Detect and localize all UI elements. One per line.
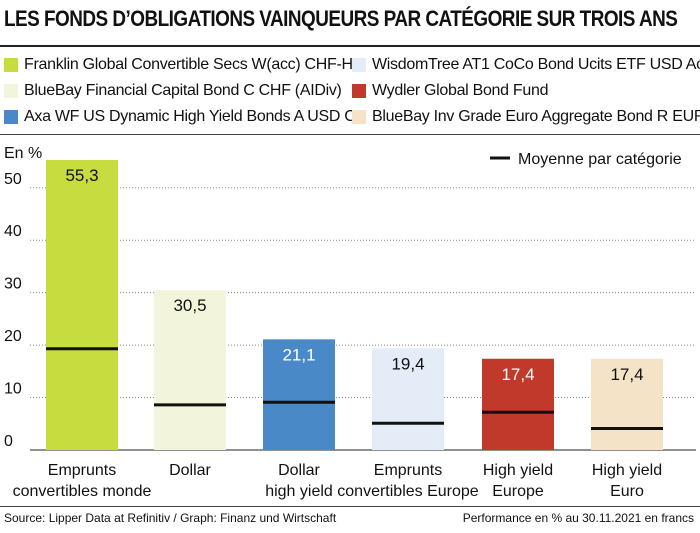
y-axis-label: En % xyxy=(4,145,42,162)
legend-label: WisdomTree AT1 CoCo Bond Ucits ETF USD A… xyxy=(372,56,700,73)
legend-swatch xyxy=(4,84,18,98)
category-label: convertibles Europe xyxy=(337,483,479,500)
category-label: Dollar xyxy=(278,462,320,479)
legend-label: Wydler Global Bond Fund xyxy=(372,82,549,99)
legend-label: Franklin Global Convertible Secs W(acc) … xyxy=(24,56,362,73)
category-label: high yield xyxy=(265,483,333,500)
y-tick-label: 40 xyxy=(4,223,22,240)
legend-item-wydler: Wydler Global Bond Fund xyxy=(352,80,548,102)
y-tick-label: 50 xyxy=(4,171,22,188)
source-note: Source: Lipper Data at Refinitiv / Graph… xyxy=(4,511,337,525)
category-label: Emprunts xyxy=(48,462,116,479)
category-label: High yield xyxy=(483,462,553,479)
category-label: Euro xyxy=(610,483,644,500)
legend-label: Axa WF US Dynamic High Yield Bonds A USD… xyxy=(24,108,356,125)
data-label: 19,4 xyxy=(391,354,424,373)
data-label: 21,1 xyxy=(282,345,315,364)
legend-swatch xyxy=(352,84,366,98)
bar xyxy=(46,160,118,450)
y-tick-label: 0 xyxy=(4,433,13,450)
bar xyxy=(591,358,663,450)
bar xyxy=(372,348,444,450)
category-label: Dollar xyxy=(169,462,211,479)
y-tick-label: 30 xyxy=(4,276,22,293)
legend-label: BlueBay Financial Capital Bond C CHF (AI… xyxy=(24,82,342,99)
legend-label: BlueBay Inv Grade Euro Aggregate Bond R … xyxy=(372,108,700,125)
data-label: 55,3 xyxy=(65,166,98,185)
performance-note: Performance en % au 30.11.2021 en francs xyxy=(462,511,694,525)
footer-divider xyxy=(0,506,700,507)
bar xyxy=(263,339,335,450)
data-label: 17,4 xyxy=(610,365,643,384)
y-tick-label: 20 xyxy=(4,328,22,345)
bar xyxy=(154,290,226,450)
legend-divider xyxy=(0,134,700,135)
average-legend-label: Moyenne par catégorie xyxy=(518,151,682,168)
category-label: Emprunts xyxy=(374,462,442,479)
average-legend: Moyenne par catégorie xyxy=(490,151,682,168)
chart-title: LES FONDS D’OBLIGATIONS VAINQUEURS PAR C… xyxy=(4,6,678,31)
legend-item-bluebay-euro: BlueBay Inv Grade Euro Aggregate Bond R … xyxy=(352,106,700,128)
legend-swatch xyxy=(352,110,366,124)
category-label: High yield xyxy=(592,462,662,479)
legend-swatch xyxy=(4,110,18,124)
legend-item-wisdomtree: WisdomTree AT1 CoCo Bond Ucits ETF USD A… xyxy=(352,54,700,76)
legend-swatch xyxy=(4,58,18,72)
legend-swatch xyxy=(352,58,366,72)
data-label: 17,4 xyxy=(501,365,534,384)
y-tick-label: 10 xyxy=(4,381,22,398)
legend-item-franklin: Franklin Global Convertible Secs W(acc) … xyxy=(4,54,362,76)
data-label: 30,5 xyxy=(173,296,206,315)
chart-canvas: En % Moyenne par catégorie 0 10 20 30 40 50 5… xyxy=(4,145,696,500)
chart: En % Moyenne par catégorie 0 10 20 30 40 50 5… xyxy=(0,138,700,506)
legend-item-axa: Axa WF US Dynamic High Yield Bonds A USD… xyxy=(4,106,356,128)
title-divider xyxy=(0,45,700,47)
category-label: Europe xyxy=(492,483,544,500)
legend-item-bluebay-financial: BlueBay Financial Capital Bond C CHF (AI… xyxy=(4,80,342,102)
bar xyxy=(482,358,554,450)
category-label: convertibles monde xyxy=(13,483,152,500)
legend: Franklin Global Convertible Secs W(acc) … xyxy=(0,54,700,132)
